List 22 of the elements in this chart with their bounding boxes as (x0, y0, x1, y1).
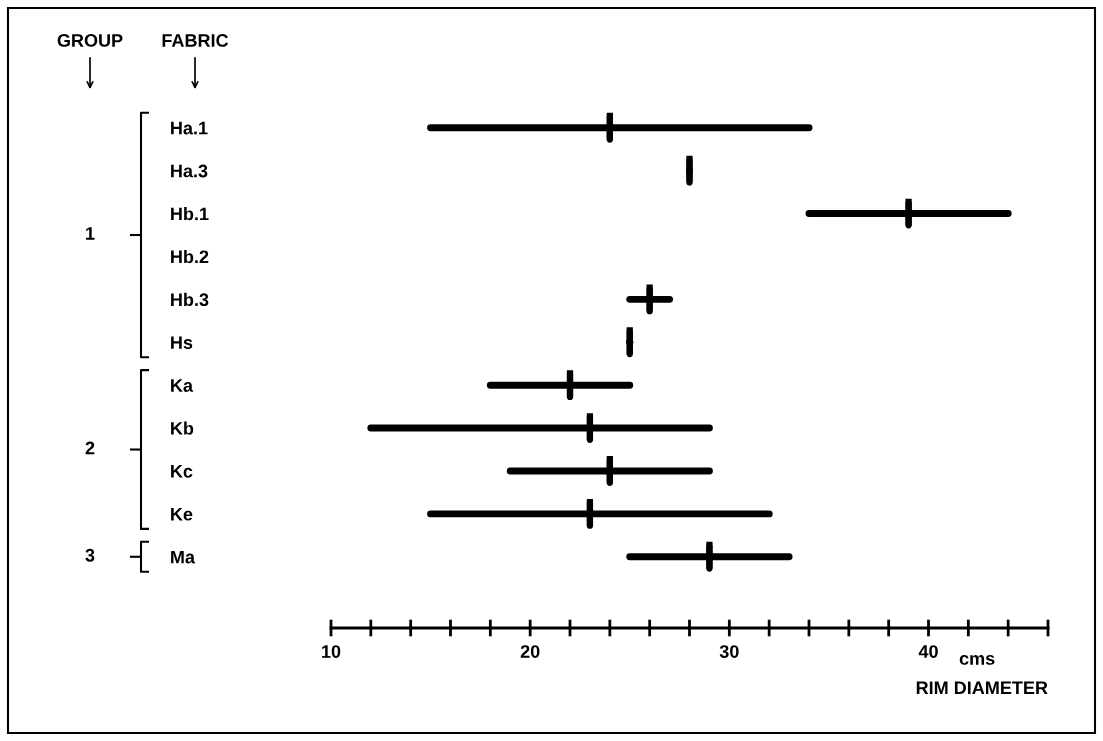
x-tick-label: 10 (322, 645, 341, 658)
y-tick-label: Hs (171, 336, 193, 349)
y-tick-label: Hb.2 (171, 249, 209, 264)
text: GROUP (57, 34, 123, 47)
text: cms (959, 654, 995, 665)
y-tick-label: Ke (171, 508, 193, 521)
text: FABRIC (162, 34, 229, 47)
text: 2 (85, 441, 95, 455)
y-tick-label: Ka (171, 379, 194, 392)
y-tick-label: Hb.1 (171, 207, 209, 221)
y-tick-label: Kb (171, 421, 194, 435)
y-tick-label: Ma (171, 550, 196, 564)
text: 1 (86, 227, 95, 240)
y-tick-label: Ha.3 (171, 164, 208, 178)
x-axis-title: RIM DIAMETER (916, 681, 1048, 695)
x-tick-label: 30 (719, 645, 739, 658)
text: 3 (85, 548, 95, 562)
x-tick-label: 20 (520, 645, 540, 658)
y-tick-label: Ha.1 (171, 121, 208, 135)
y-tick-label: Hb.3 (171, 292, 209, 307)
y-tick-label: Kc (171, 465, 193, 478)
x-tick-label: 40 (918, 645, 938, 658)
